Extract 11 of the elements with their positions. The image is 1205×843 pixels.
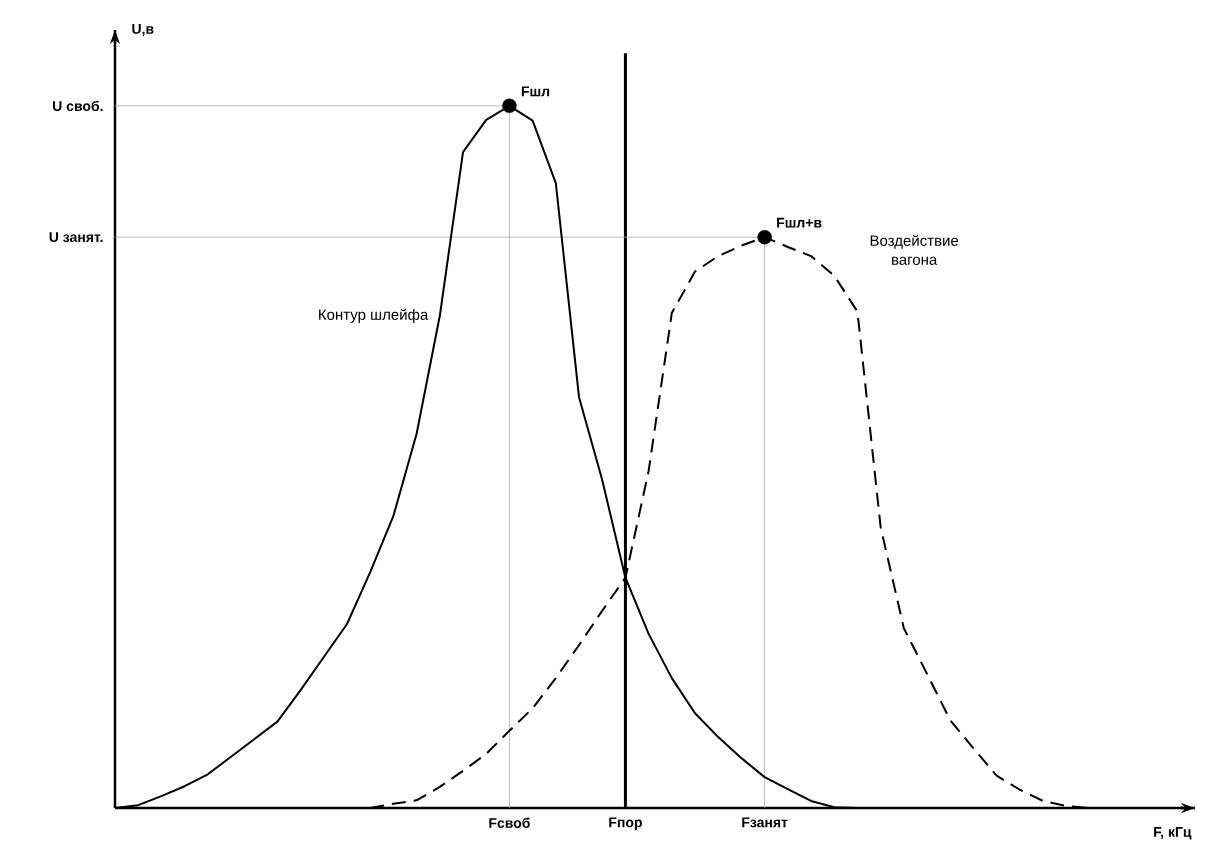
x-tick-label: Fпор: [609, 817, 642, 831]
x-tick-label: Fзанят: [742, 817, 788, 828]
ref-line-label: U занят.: [49, 232, 103, 243]
x-tick-label: Fсвоб: [489, 817, 530, 828]
series-label: Контур шлейфа: [319, 308, 429, 323]
text: Воздействие вагона: [870, 234, 959, 265]
y-axis-title: U,в: [132, 24, 154, 36]
x-axis-title: F, кГц: [1154, 827, 1192, 840]
ref-line-label: U своб.: [53, 100, 103, 112]
annotation: Fшл: [521, 86, 550, 97]
annotation: Fшл+в: [777, 217, 822, 228]
